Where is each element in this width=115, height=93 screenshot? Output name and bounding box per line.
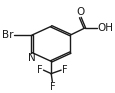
Text: F: F	[37, 65, 43, 75]
Text: Br: Br	[2, 30, 14, 40]
Text: F: F	[49, 82, 55, 92]
Text: O: O	[76, 7, 84, 17]
Text: OH: OH	[96, 23, 112, 33]
Text: N: N	[27, 53, 35, 63]
Text: F: F	[61, 65, 67, 75]
